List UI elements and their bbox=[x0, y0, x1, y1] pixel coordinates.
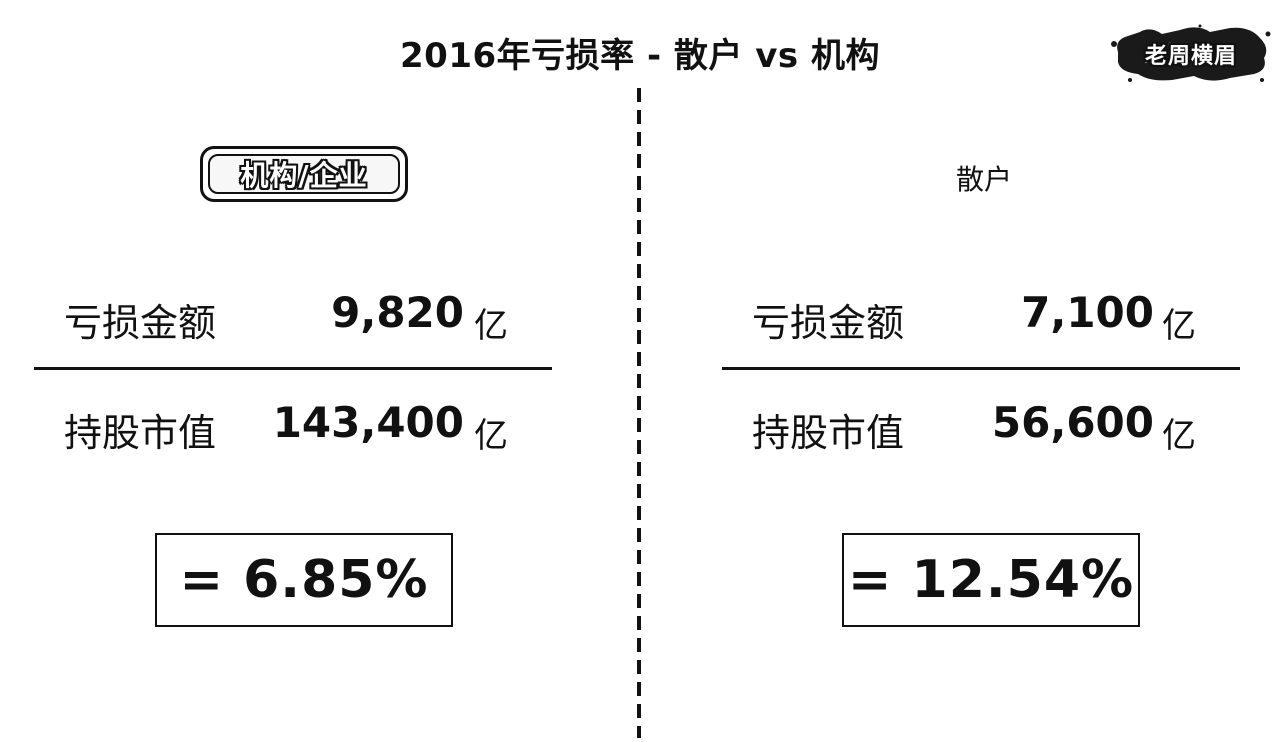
retail-header-label: 散户 bbox=[956, 163, 1013, 196]
vertical-dashed-divider bbox=[636, 88, 642, 738]
holding-value-value: 143,400 bbox=[272, 398, 464, 447]
holding-value-label: 持股市值 bbox=[752, 411, 905, 455]
institutions-header-label: 机构/企业 bbox=[240, 159, 368, 192]
loss-amount-value: 9,820 bbox=[331, 288, 464, 337]
logo: 老周横眉 bbox=[1110, 22, 1272, 84]
loss-rate-result: = 6.85% bbox=[179, 550, 429, 610]
loss-amount-unit: 亿 bbox=[474, 306, 508, 346]
loss-rate-result-box: = 12.54% bbox=[842, 533, 1140, 627]
loss-amount-unit: 亿 bbox=[1162, 306, 1196, 346]
panel-institutions: 机构/企业 亏损金额 9,820 亿 持股市值 143,400 亿 = 6.85… bbox=[0, 0, 640, 740]
loss-amount-value: 7,100 bbox=[1021, 288, 1154, 337]
loss-rate-result: = 12.54% bbox=[847, 550, 1135, 610]
holding-value-label: 持股市值 bbox=[64, 411, 217, 455]
fraction-line bbox=[722, 367, 1240, 370]
institutions-header-badge: 机构/企业 bbox=[200, 146, 408, 202]
fraction-line bbox=[34, 367, 552, 370]
page-title: 2016年亏损率 - 散户 vs 机构 bbox=[400, 36, 880, 76]
loss-amount-label: 亏损金额 bbox=[64, 301, 217, 345]
logo-splatter-icon bbox=[1111, 24, 1271, 82]
logo-text: 老周横眉 bbox=[1144, 44, 1237, 69]
holding-value-unit: 亿 bbox=[474, 416, 508, 456]
holding-value-unit: 亿 bbox=[1162, 416, 1196, 456]
holding-value-value: 56,600 bbox=[991, 398, 1154, 447]
loss-amount-label: 亏损金额 bbox=[752, 301, 905, 345]
panel-retail: 散户 亏损金额 7,100 亿 持股市值 56,600 亿 = 12.54% bbox=[640, 0, 1280, 740]
loss-rate-result-box: = 6.85% bbox=[155, 533, 453, 627]
